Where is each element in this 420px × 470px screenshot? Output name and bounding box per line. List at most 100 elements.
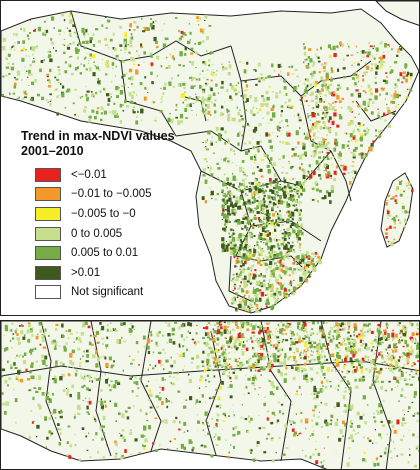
- ndvi-pixel: [3, 411, 7, 415]
- ndvi-pixel: [331, 95, 332, 97]
- ndvi-pixel: [49, 103, 52, 107]
- ndvi-pixel: [266, 225, 268, 228]
- ndvi-pixel: [252, 365, 256, 369]
- ndvi-pixel: [292, 222, 295, 224]
- ndvi-pixel: [174, 17, 178, 19]
- ndvi-pixel: [274, 193, 277, 196]
- ndvi-pixel: [143, 446, 146, 450]
- ndvi-pixel: [303, 349, 306, 352]
- ndvi-pixel: [272, 344, 276, 348]
- ndvi-pixel: [182, 64, 185, 67]
- ndvi-pixel: [224, 157, 227, 160]
- ndvi-pixel: [65, 90, 68, 93]
- ndvi-pixel: [268, 364, 271, 366]
- ndvi-pixel: [297, 269, 300, 271]
- ndvi-pixel: [10, 66, 15, 71]
- ndvi-pixel: [269, 216, 271, 219]
- ndvi-pixel: [222, 248, 226, 252]
- ndvi-pixel: [313, 141, 315, 144]
- ndvi-pixel: [248, 141, 252, 145]
- ndvi-pixel: [197, 340, 200, 344]
- ndvi-pixel: [151, 81, 154, 85]
- ndvi-pixel: [252, 218, 255, 220]
- ndvi-pixel: [320, 346, 323, 350]
- ndvi-pixel: [130, 56, 134, 62]
- ndvi-pixel: [287, 104, 290, 107]
- ndvi-pixel: [207, 130, 211, 135]
- ndvi-pixel: [238, 186, 241, 188]
- ndvi-pixel: [12, 92, 15, 95]
- ndvi-pixel: [258, 140, 262, 143]
- ndvi-pixel: [226, 331, 229, 334]
- ndvi-pixel: [320, 369, 324, 373]
- ndvi-pixel: [263, 451, 267, 454]
- ndvi-pixel: [103, 110, 107, 115]
- ndvi-pixel: [311, 328, 314, 331]
- ndvi-pixel: [23, 352, 27, 356]
- ndvi-pixel: [333, 156, 335, 158]
- ndvi-pixel: [276, 135, 279, 137]
- ndvi-pixel: [57, 69, 61, 72]
- ndvi-pixel: [222, 247, 225, 250]
- ndvi-pixel: [316, 394, 319, 399]
- ndvi-pixel: [305, 279, 308, 282]
- ndvi-pixel: [106, 323, 109, 327]
- ndvi-pixel: [83, 384, 86, 387]
- ndvi-pixel: [101, 325, 105, 331]
- ndvi-pixel: [221, 237, 225, 242]
- ndvi-pixel: [386, 356, 389, 357]
- ndvi-pixel: [110, 96, 112, 98]
- ndvi-pixel: [197, 24, 200, 26]
- ndvi-pixel: [293, 356, 296, 360]
- ndvi-pixel: [233, 210, 237, 213]
- ndvi-pixel: [117, 381, 121, 385]
- ndvi-pixel: [352, 366, 355, 368]
- ndvi-pixel: [312, 414, 315, 417]
- ndvi-pixel: [267, 297, 269, 299]
- ndvi-pixel: [359, 359, 363, 365]
- ndvi-pixel: [235, 272, 238, 276]
- ndvi-pixel: [274, 262, 276, 265]
- ndvi-pixel: [252, 167, 254, 169]
- ndvi-pixel: [68, 329, 71, 333]
- ndvi-pixel: [213, 329, 217, 334]
- ndvi-pixel: [285, 191, 288, 193]
- ndvi-pixel: [300, 193, 303, 196]
- ndvi-pixel: [326, 367, 330, 372]
- ndvi-pixel: [401, 210, 403, 213]
- ndvi-pixel: [316, 120, 319, 124]
- ndvi-pixel: [323, 321, 325, 324]
- ndvi-pixel: [390, 359, 393, 363]
- ndvi-pixel: [300, 261, 302, 264]
- ndvi-pixel: [160, 98, 163, 100]
- ndvi-pixel: [231, 201, 233, 203]
- ndvi-pixel: [146, 419, 148, 422]
- ndvi-pixel: [329, 83, 332, 86]
- ndvi-pixel: [264, 262, 268, 267]
- ndvi-pixel: [335, 165, 338, 169]
- ndvi-pixel: [32, 53, 34, 56]
- ndvi-pixel: [404, 340, 407, 344]
- ndvi-pixel: [202, 337, 205, 339]
- ndvi-pixel: [265, 90, 269, 95]
- ndvi-pixel: [384, 232, 389, 235]
- ndvi-pixel: [357, 128, 360, 131]
- ndvi-pixel: [352, 161, 355, 163]
- ndvi-pixel: [257, 181, 261, 184]
- ndvi-pixel: [268, 232, 271, 235]
- ndvi-pixel: [298, 181, 302, 186]
- ndvi-pixel: [101, 108, 104, 111]
- ndvi-pixel: [329, 353, 332, 357]
- ndvi-pixel: [41, 339, 45, 343]
- ndvi-pixel: [403, 101, 405, 104]
- ndvi-pixel: [209, 53, 212, 55]
- ndvi-pixel: [69, 64, 72, 68]
- ndvi-pixel: [399, 356, 402, 359]
- ndvi-pixel: [325, 170, 327, 172]
- ndvi-pixel: [407, 355, 410, 359]
- ndvi-pixel: [247, 365, 251, 368]
- ndvi-pixel: [16, 97, 19, 99]
- ndvi-pixel: [236, 275, 239, 278]
- ndvi-pixel: [36, 436, 38, 438]
- ndvi-pixel: [20, 49, 24, 52]
